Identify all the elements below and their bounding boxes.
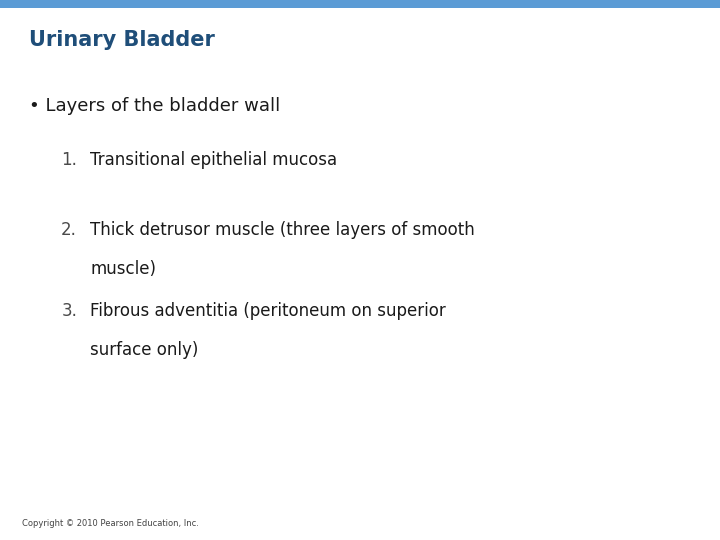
Text: • Layers of the bladder wall: • Layers of the bladder wall [29,97,280,115]
Text: Thick detrusor muscle (three layers of smooth: Thick detrusor muscle (three layers of s… [90,221,474,239]
Text: 3.: 3. [61,302,77,320]
Text: Fibrous adventitia (peritoneum on superior: Fibrous adventitia (peritoneum on superi… [90,302,446,320]
Text: Copyright © 2010 Pearson Education, Inc.: Copyright © 2010 Pearson Education, Inc. [22,519,199,528]
Text: 1.: 1. [61,151,77,169]
Text: Transitional epithelial mucosa: Transitional epithelial mucosa [90,151,337,169]
FancyBboxPatch shape [0,0,720,8]
Text: 2.: 2. [61,221,77,239]
Text: Urinary Bladder: Urinary Bladder [29,30,215,50]
Text: muscle): muscle) [90,260,156,278]
Text: surface only): surface only) [90,341,199,359]
